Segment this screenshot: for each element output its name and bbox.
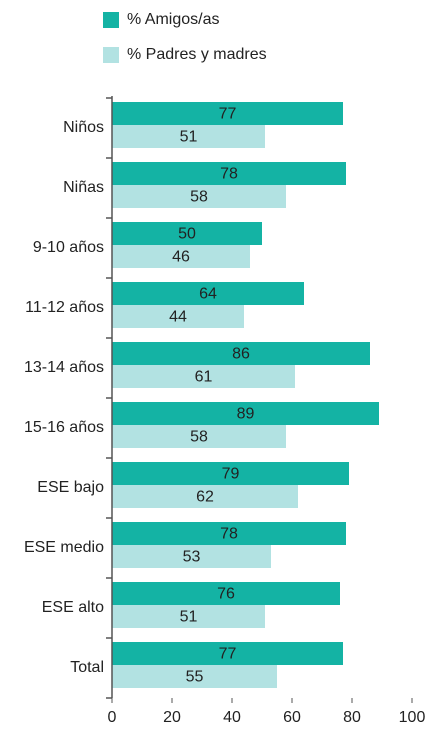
bar — [112, 162, 346, 185]
y-tick-label: ESE alto — [42, 599, 104, 616]
value-label: 51 — [180, 129, 198, 146]
bar — [112, 582, 340, 605]
bar — [112, 545, 271, 568]
value-label: 58 — [190, 189, 208, 206]
x-tick-label: 0 — [108, 709, 117, 726]
y-tick-label: 11-12 años — [25, 299, 104, 316]
y-tick-label: 9-10 años — [33, 239, 104, 256]
value-label: 77 — [219, 106, 237, 123]
value-label: 61 — [195, 369, 213, 386]
bar — [112, 282, 304, 305]
bar — [112, 185, 286, 208]
value-label: 78 — [220, 166, 238, 183]
value-label: 58 — [190, 429, 208, 446]
bar — [112, 305, 244, 328]
x-tick-label: 20 — [163, 709, 181, 726]
value-label: 78 — [220, 526, 238, 543]
y-tick-label: Niñas — [63, 179, 104, 196]
bar — [112, 365, 295, 388]
bar — [112, 462, 349, 485]
value-label: 64 — [199, 286, 217, 303]
bar — [112, 102, 343, 125]
value-label: 55 — [186, 669, 204, 686]
bar — [112, 222, 262, 245]
y-tick-label: ESE medio — [24, 539, 104, 556]
value-label: 53 — [183, 549, 201, 566]
bar — [112, 642, 343, 665]
y-tick-label: Niños — [63, 119, 104, 136]
value-label: 76 — [217, 586, 235, 603]
bar — [112, 245, 250, 268]
bar — [112, 342, 370, 365]
value-label: 86 — [232, 346, 250, 363]
bar — [112, 665, 277, 688]
y-tick-label: ESE bajo — [37, 479, 104, 496]
value-label: 62 — [196, 489, 214, 506]
legend-label: % Amigos/as — [127, 11, 219, 28]
legend-swatch — [103, 47, 119, 63]
x-tick-label: 80 — [343, 709, 361, 726]
y-tick-label: 15-16 años — [24, 419, 104, 436]
x-tick-label: 40 — [223, 709, 241, 726]
x-tick-label: 60 — [283, 709, 301, 726]
bar — [112, 522, 346, 545]
bar — [112, 125, 265, 148]
y-tick-label: 13-14 años — [24, 359, 104, 376]
value-label: 51 — [180, 609, 198, 626]
bar — [112, 605, 265, 628]
legend-label: % Padres y madres — [127, 46, 267, 63]
value-label: 89 — [237, 406, 255, 423]
value-label: 77 — [219, 646, 237, 663]
x-tick-label: 100 — [399, 709, 426, 726]
value-label: 46 — [172, 249, 190, 266]
bar — [112, 485, 298, 508]
bar — [112, 425, 286, 448]
y-tick-label: Total — [70, 659, 104, 676]
legend-swatch — [103, 12, 119, 28]
value-label: 50 — [178, 226, 196, 243]
bar — [112, 402, 379, 425]
value-label: 44 — [169, 309, 187, 326]
value-label: 79 — [222, 466, 240, 483]
